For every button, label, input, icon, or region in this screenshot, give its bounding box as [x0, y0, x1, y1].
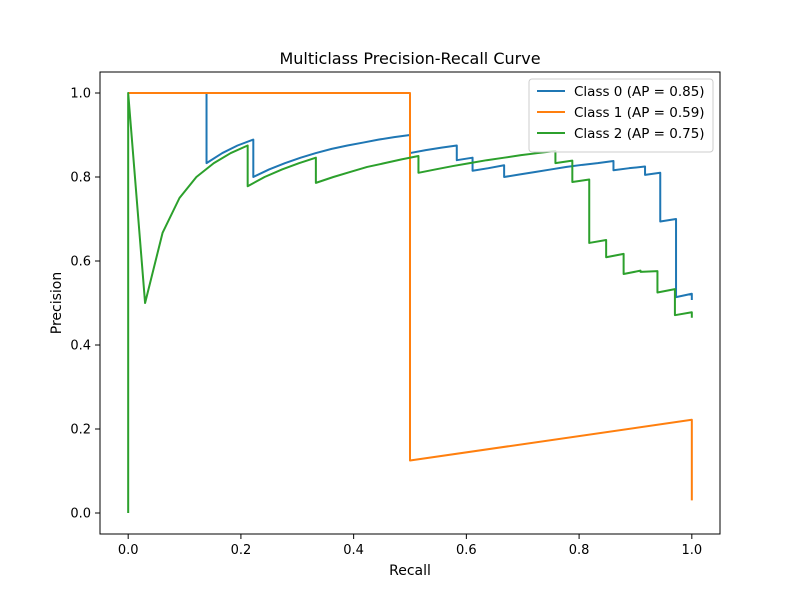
legend-box [528, 78, 714, 153]
x-tick-label: 1.0 [681, 543, 702, 558]
x-axis-label: Recall [389, 563, 431, 579]
series-line-class-1 [128, 92, 693, 501]
legend-label-class-1: Class 1 (AP = 0.59) [574, 105, 705, 121]
series-line-class-0 [128, 92, 693, 301]
series-line-class-2 [127, 92, 693, 513]
x-tick-label: 0.4 [343, 543, 364, 558]
legend-label-class-2: Class 2 (AP = 0.75) [574, 126, 705, 142]
legend: Class 0 (AP = 0.85) Class 1 (AP = 0.59) Cl… [528, 78, 714, 153]
series-layer [127, 92, 693, 513]
y-axis-label: Precision [49, 272, 65, 334]
y-tick-label: 1.0 [70, 87, 91, 102]
y-tick-label: 0.0 [70, 507, 91, 522]
legend-label-class-0: Class 0 (AP = 0.85) [574, 84, 705, 100]
x-tick-label: 0.0 [118, 543, 139, 558]
x-axis: 0.0 0.2 0.4 0.6 0.8 1.0 [118, 534, 702, 558]
y-tick-label: 0.8 [70, 171, 91, 186]
axes-frame [99, 71, 721, 535]
chart-title: Multiclass Precision-Recall Curve [279, 49, 540, 68]
x-tick-label: 0.8 [569, 543, 590, 558]
x-tick-label: 0.2 [231, 543, 252, 558]
x-tick-label: 0.6 [456, 543, 477, 558]
y-axis: 0.0 0.2 0.4 0.6 0.8 1.0 [70, 87, 100, 522]
y-tick-label: 0.2 [70, 423, 91, 438]
y-tick-label: 0.4 [70, 339, 91, 354]
y-tick-label: 0.6 [70, 255, 91, 270]
